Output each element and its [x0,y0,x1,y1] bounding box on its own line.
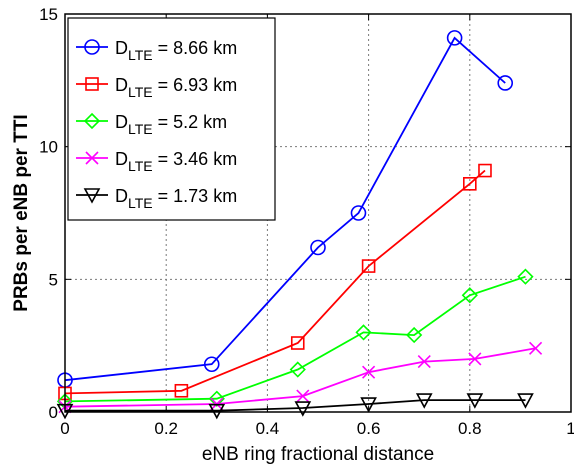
diamond-marker [517,268,534,285]
triangle-down-marker [208,403,226,420]
diamond-marker [406,326,423,344]
diamond-marker [289,361,306,378]
legend-entry: DLTE = 6.93 km [76,75,237,100]
triangle-down-marker [466,393,484,409]
triangle-down-marker [83,188,101,204]
legend-label-subscript: LTE [128,158,153,174]
legend-entry: DLTE = 3.46 km [76,149,237,174]
x-marker [529,341,543,355]
x-tick-label: 1 [566,419,574,438]
x-marker [468,352,482,366]
series-line [64,275,526,403]
legend-label-main: D [115,112,128,132]
square-marker [290,336,305,350]
legend-label: DLTE = 3.46 km [115,149,237,174]
triangle-down-marker [415,393,433,409]
circle-marker [497,75,514,91]
x-marker [417,355,431,369]
x-tick-label: 0.2 [154,419,178,438]
circle-marker [203,356,220,373]
triangle-down-marker [360,397,377,413]
legend-label-subscript: LTE [128,84,153,100]
diamond-marker [208,390,225,407]
legend-label-value: = 6.93 km [153,75,238,95]
legend-label: DLTE = 6.93 km [115,75,237,100]
legend-entry: DLTE = 8.66 km [76,38,237,63]
legend-entry: DLTE = 5.2 km [76,112,227,137]
circle-marker [350,205,367,221]
series-2 [56,268,534,410]
series-line [64,36,506,382]
square-marker [174,383,189,398]
legend-label-subscript: LTE [128,47,153,63]
legend-label-value: = 8.66 km [153,38,238,58]
diamond-marker [83,112,101,130]
series-line [65,399,526,412]
y-tick-label: 10 [39,138,58,157]
x-tick-label: 0.6 [357,419,381,438]
legend-label-value: = 5.2 km [153,112,228,132]
circle-marker [310,239,326,256]
legend-label-subscript: LTE [128,195,153,211]
triangle-down-marker [294,401,312,417]
square-marker [478,163,492,178]
circle-marker [446,30,463,46]
series-line [64,169,486,395]
x-axis-label: eNB ring fractional distance [202,444,434,465]
legend-label-main: D [115,149,128,169]
legend-entry: DLTE = 1.73 km [76,186,237,211]
triangle-down-marker [517,393,534,409]
x-tick-label: 0.4 [256,419,280,438]
diamond-marker [461,287,478,304]
legend-label-main: D [115,186,128,206]
square-marker [85,77,99,91]
x-marker [362,365,376,379]
series-4 [56,393,534,420]
legend-label-value: = 1.73 km [153,186,238,206]
x-tick-label: 0 [60,419,69,438]
legend-label: DLTE = 5.2 km [115,112,227,137]
legend-label-main: D [115,75,128,95]
legend-label: DLTE = 1.73 km [115,186,237,211]
diamond-marker [355,324,372,341]
legend-label-value: = 3.46 km [153,149,238,169]
series-1 [58,163,492,401]
legend-label: DLTE = 8.66 km [115,38,237,63]
circle-marker [84,39,100,55]
y-axis-label: PRBs per eNB per TTI [11,114,32,311]
legend-label-main: D [115,38,128,58]
square-marker [361,259,376,273]
legend-box [67,17,276,221]
square-marker [462,177,477,191]
x-marker [85,151,99,165]
y-tick-label: 0 [49,403,58,422]
x-tick-label: 0.8 [458,419,482,438]
y-tick-label: 5 [49,270,58,289]
legend-label-subscript: LTE [128,121,153,137]
y-tick-label: 15 [39,5,58,24]
x-marker [296,389,310,403]
plot-frame [64,13,572,413]
